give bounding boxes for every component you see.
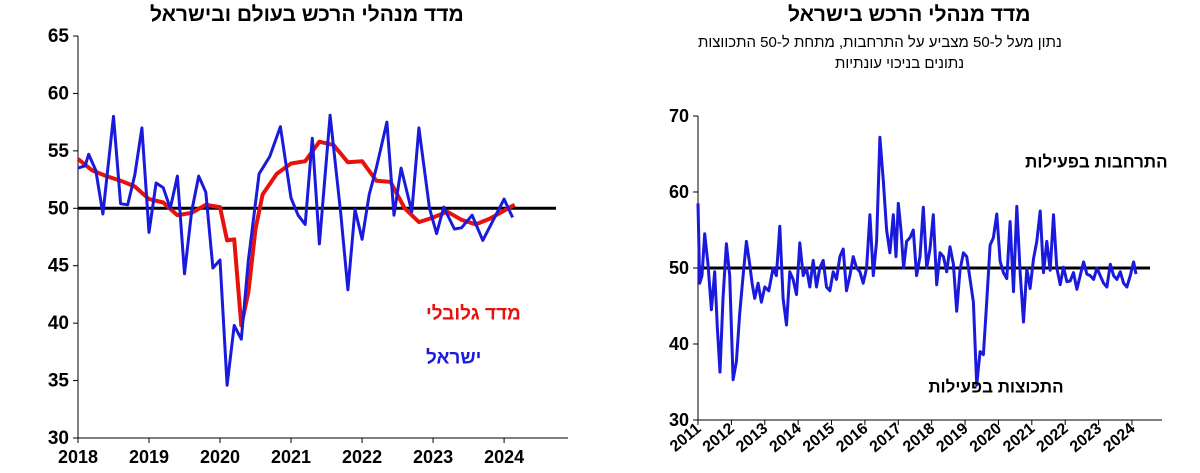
- y-tick-label: 60: [669, 182, 689, 202]
- x-tick-label: 2020: [967, 420, 1005, 456]
- series-line-1: [77, 113, 514, 387]
- y-tick-label: 50: [669, 258, 689, 278]
- x-tick-label: 2018: [900, 420, 938, 456]
- x-tick-label: 2022: [1034, 420, 1072, 456]
- y-tick-label: 40: [48, 313, 69, 334]
- y-tick-label: 30: [669, 410, 689, 430]
- left-chart-title: מדד מנהלי הרכש בעולם ובישראל: [150, 3, 464, 26]
- x-tick-label: 2024: [484, 447, 524, 467]
- x-tick-label: 2022: [342, 447, 382, 467]
- y-tick-label: 55: [48, 141, 70, 162]
- series-line-0: [76, 139, 516, 328]
- x-tick-label: 2017: [867, 420, 905, 456]
- right-chart-plot: 3040506070201120122013201420152016201720…: [667, 106, 1168, 456]
- x-tick-label: 2015: [800, 420, 838, 456]
- x-tick-label: 2023: [1067, 420, 1105, 456]
- x-tick-label: 2018: [58, 447, 98, 467]
- x-tick-label: 2021: [271, 447, 311, 467]
- y-tick-label: 60: [48, 83, 69, 104]
- x-tick-label: 2019: [933, 420, 971, 456]
- global-and-israel-pmi-chart: מדד מנהלי הרכש בעולם ובישראל 30 35 40 45 50 5…: [48, 3, 568, 467]
- series-line-0: [696, 135, 1138, 387]
- x-tick-label: 2013: [733, 420, 771, 456]
- expansion-label: התרחבות בפעילות: [1025, 153, 1167, 172]
- israel-pmi-chart: מדד מנהלי הרכש בישראל נתון מעל ל-50 מצבי…: [600, 0, 1200, 473]
- right-chart-title: מדד מנהלי הרכש בישראל: [788, 3, 1031, 26]
- y-tick-label: 30: [48, 428, 69, 449]
- y-tick-label: 35: [48, 371, 70, 392]
- x-tick-label: 2024: [1100, 420, 1138, 456]
- y-tick-label: 70: [669, 106, 689, 126]
- y-tick-label: 50: [48, 198, 69, 219]
- y-tick-label: 65: [48, 26, 70, 47]
- right-chart-subtitle-2: נתונים בניכוי עונתיות: [835, 55, 965, 72]
- y-tick-label: 40: [669, 334, 689, 354]
- x-tick-label: 2020: [200, 447, 240, 467]
- x-tick-label: 2023: [413, 447, 453, 467]
- x-tick-label: 2014: [767, 420, 805, 456]
- israel-label: ישראל: [426, 347, 481, 368]
- right-chart-subtitle-1: נתון מעל ל-50 מצביע על התרחבות, מתחת ל-5…: [698, 34, 1062, 51]
- global-label: מדד גלובלי: [426, 304, 521, 325]
- x-tick-label: 2019: [129, 447, 169, 467]
- contraction-label: התכוצות בפעילות: [928, 378, 1063, 397]
- x-tick-label: 2016: [833, 420, 871, 456]
- left-chart-plot: 30 35 40 45 50 55 60 65 2018 2019 2020 2021 2022 2023…: [48, 26, 568, 467]
- y-tick-label: 45: [48, 256, 70, 277]
- x-tick-label: 2012: [700, 420, 738, 456]
- x-tick-label: 2021: [1000, 420, 1038, 456]
